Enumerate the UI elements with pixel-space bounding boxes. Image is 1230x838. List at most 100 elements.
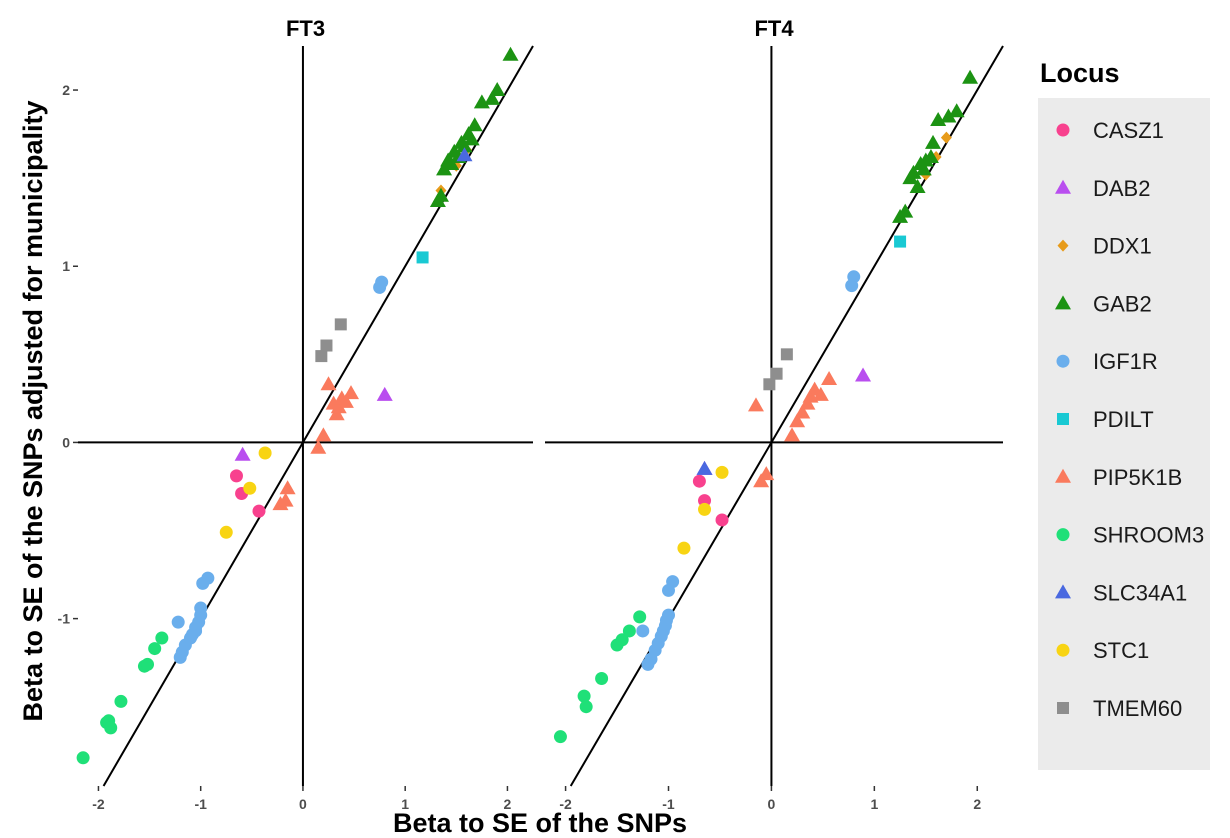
legend-key-tmem60 (1057, 702, 1069, 714)
data-point-gab2 (962, 69, 979, 84)
data-point-shroom3 (622, 624, 636, 638)
series-gab2 (892, 69, 979, 223)
data-point-pip5k1b (320, 376, 337, 391)
data-point-gab2 (463, 131, 480, 146)
data-point-igf1r (847, 270, 861, 284)
data-point-gab2 (489, 82, 506, 97)
data-point-shroom3 (633, 610, 647, 624)
data-point-gab2 (432, 187, 449, 202)
series-slc34a1 (456, 147, 473, 162)
data-point-pip5k1b (747, 397, 764, 412)
legend-item-pdilt: PDILT (1057, 407, 1154, 432)
data-point-pip5k1b (753, 473, 770, 488)
x-tick-label: -2 (92, 796, 105, 812)
legend-key-pdilt (1057, 413, 1069, 425)
legend-key-stc1 (1056, 643, 1070, 657)
x-tick-label: 0 (768, 796, 776, 812)
data-point-pip5k1b (279, 480, 296, 495)
legend-item-igf1r: IGF1R (1056, 349, 1158, 374)
series-shroom3 (76, 631, 169, 765)
data-point-gab2 (484, 90, 501, 105)
data-point-pip5k1b (328, 406, 345, 421)
data-point-stc1 (219, 525, 233, 539)
series-igf1r (171, 275, 389, 664)
data-point-shroom3 (615, 633, 629, 647)
data-point-tmem60 (315, 350, 328, 363)
data-point-stc1 (258, 446, 272, 460)
data-point-gab2 (909, 178, 926, 193)
data-point-dab2 (855, 367, 872, 382)
legend-item-tmem60: TMEM60 (1057, 696, 1182, 721)
legend-key-dab2 (1055, 179, 1071, 194)
data-point-stc1 (698, 502, 712, 516)
series-tmem60 (315, 318, 347, 363)
y-tick-label: 2 (62, 82, 70, 98)
legend-key-pip5k1b (1055, 468, 1071, 483)
x-tick-label: 2 (973, 796, 981, 812)
data-point-gab2 (436, 161, 453, 176)
data-point-stc1 (715, 465, 729, 479)
data-point-shroom3 (155, 631, 169, 645)
data-point-gab2 (456, 138, 473, 153)
legend-item-dab2: DAB2 (1055, 176, 1150, 201)
legend-label: DDX1 (1093, 234, 1152, 259)
legend-label: STC1 (1093, 638, 1149, 663)
y-tick-label: 0 (62, 434, 70, 450)
data-point-pip5k1b (784, 427, 801, 442)
data-point-tmem60 (763, 378, 776, 391)
data-point-tmem60 (780, 348, 793, 361)
data-point-igf1r (662, 583, 676, 597)
legend-item-pip5k1b: PIP5K1B (1055, 465, 1182, 490)
data-point-gab2 (930, 112, 947, 126)
legend-background (1038, 98, 1210, 770)
data-point-igf1r (196, 576, 210, 590)
legend-label: PIP5K1B (1093, 465, 1182, 490)
x-tick-label: -1 (662, 796, 675, 812)
data-point-casz1 (692, 474, 706, 488)
legend-label: SLC34A1 (1093, 580, 1187, 605)
series-pdilt (894, 235, 907, 248)
data-point-stc1 (243, 481, 257, 495)
series-casz1 (692, 474, 729, 527)
data-point-shroom3 (579, 700, 593, 714)
data-point-gab2 (948, 103, 965, 118)
legend: Locus CASZ1 DAB2 DDX1 GAB2 IGF1R PDILT PIP5K1B… (1038, 58, 1210, 770)
legend-key-slc34a1 (1055, 584, 1071, 599)
series-slc34a1 (696, 460, 713, 475)
data-point-shroom3 (148, 642, 162, 656)
data-point-gab2 (905, 164, 922, 179)
data-point-shroom3 (76, 751, 90, 765)
panel-ft3: FT3 -2 -1 0 1 2 -1 0 1 2 (58, 16, 534, 812)
panel-ft4: FT4 -2 -1 0 1 2 (545, 16, 1004, 812)
data-point-dab2 (234, 446, 251, 461)
legend-label: CASZ1 (1093, 118, 1164, 143)
data-point-gab2 (897, 203, 914, 218)
data-point-gab2 (940, 108, 957, 123)
legend-key-shroom3 (1056, 528, 1070, 542)
data-point-pdilt (894, 235, 907, 248)
data-point-pip5k1b (794, 404, 811, 419)
series-dab2 (234, 386, 393, 461)
data-point-pip5k1b (330, 399, 347, 414)
x-axis-label: Beta to SE of the SNPs (393, 808, 687, 838)
data-point-igf1r (636, 624, 650, 638)
legend-key-ddx1 (1057, 239, 1069, 252)
legend-item-gab2: GAB2 (1055, 291, 1152, 316)
data-point-gab2 (466, 117, 483, 132)
legend-key-igf1r (1056, 354, 1070, 368)
data-point-pdilt (416, 251, 429, 264)
legend-label: TMEM60 (1093, 696, 1182, 721)
data-point-igf1r (641, 657, 655, 671)
data-point-pip5k1b (789, 413, 806, 428)
data-point-pip5k1b (310, 439, 327, 454)
data-point-gab2 (502, 46, 519, 61)
legend-label: SHROOM3 (1093, 523, 1204, 548)
data-point-gab2 (473, 94, 490, 109)
data-point-pip5k1b (337, 393, 354, 408)
data-point-shroom3 (577, 689, 591, 703)
data-point-pip5k1b (315, 427, 332, 442)
data-point-shroom3 (104, 721, 118, 735)
series-pdilt (416, 251, 429, 264)
y-axis-label: Beta to SE of the SNPs adjusted for muni… (18, 100, 48, 721)
